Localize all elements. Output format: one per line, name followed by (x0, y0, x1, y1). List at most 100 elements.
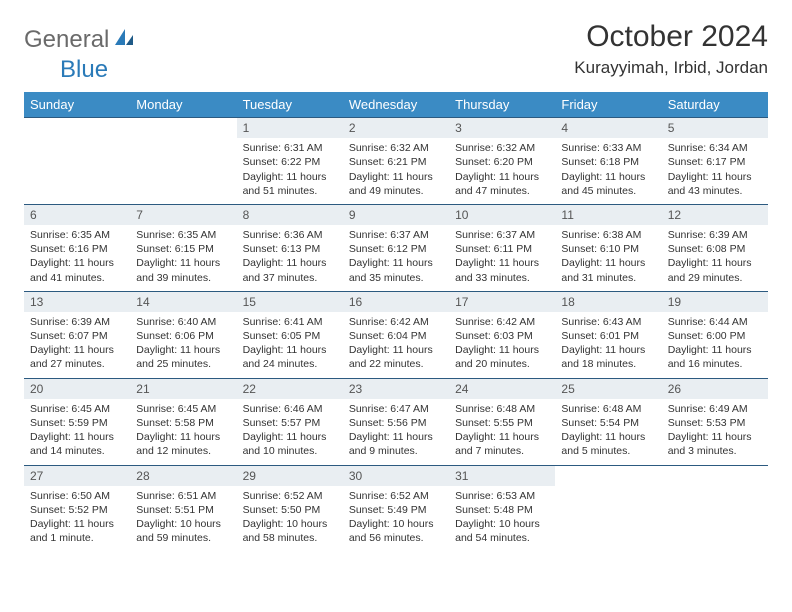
sunset-line: Sunset: 6:16 PM (30, 242, 124, 256)
sunset-line: Sunset: 6:18 PM (561, 155, 655, 169)
title-block: October 2024 Kurayyimah, Irbid, Jordan (574, 20, 768, 78)
sunset-line: Sunset: 5:57 PM (243, 416, 337, 430)
sunrise-line: Sunrise: 6:48 AM (561, 402, 655, 416)
sunset-line: Sunset: 5:58 PM (136, 416, 230, 430)
daylight-line: Daylight: 11 hours and 37 minutes. (243, 256, 337, 284)
day-number: 28 (130, 466, 236, 486)
sunrise-line: Sunrise: 6:32 AM (455, 141, 549, 155)
calendar-day: 6Sunrise: 6:35 AMSunset: 6:16 PMDaylight… (24, 204, 130, 291)
day-number: 5 (662, 118, 768, 138)
sunrise-line: Sunrise: 6:53 AM (455, 489, 549, 503)
sunrise-line: Sunrise: 6:38 AM (561, 228, 655, 242)
day-content: Sunrise: 6:39 AMSunset: 6:08 PMDaylight:… (662, 225, 768, 291)
daylight-line: Daylight: 11 hours and 31 minutes. (561, 256, 655, 284)
calendar-row: 13Sunrise: 6:39 AMSunset: 6:07 PMDayligh… (24, 291, 768, 378)
day-number: 2 (343, 118, 449, 138)
calendar-day: 28Sunrise: 6:51 AMSunset: 5:51 PMDayligh… (130, 465, 236, 551)
calendar-day: 2Sunrise: 6:32 AMSunset: 6:21 PMDaylight… (343, 118, 449, 205)
sunset-line: Sunset: 6:00 PM (668, 329, 762, 343)
calendar-day: 22Sunrise: 6:46 AMSunset: 5:57 PMDayligh… (237, 378, 343, 465)
day-number: 26 (662, 379, 768, 399)
day-number: 8 (237, 205, 343, 225)
calendar-day: 15Sunrise: 6:41 AMSunset: 6:05 PMDayligh… (237, 291, 343, 378)
calendar-day: 11Sunrise: 6:38 AMSunset: 6:10 PMDayligh… (555, 204, 661, 291)
daylight-line: Daylight: 11 hours and 7 minutes. (455, 430, 549, 458)
calendar-day: 9Sunrise: 6:37 AMSunset: 6:12 PMDaylight… (343, 204, 449, 291)
day-number: 27 (24, 466, 130, 486)
sunset-line: Sunset: 6:07 PM (30, 329, 124, 343)
sunrise-line: Sunrise: 6:37 AM (455, 228, 549, 242)
daylight-line: Daylight: 11 hours and 45 minutes. (561, 170, 655, 198)
sunset-line: Sunset: 6:04 PM (349, 329, 443, 343)
sunrise-line: Sunrise: 6:39 AM (30, 315, 124, 329)
daylight-line: Daylight: 11 hours and 43 minutes. (668, 170, 762, 198)
logo-text-blue: Blue (60, 56, 108, 84)
weekday-header: Tuesday (237, 92, 343, 118)
weekday-header: Sunday (24, 92, 130, 118)
daylight-line: Daylight: 11 hours and 47 minutes. (455, 170, 549, 198)
sunrise-line: Sunrise: 6:49 AM (668, 402, 762, 416)
day-content: Sunrise: 6:44 AMSunset: 6:00 PMDaylight:… (662, 312, 768, 378)
day-number: 19 (662, 292, 768, 312)
sunset-line: Sunset: 6:05 PM (243, 329, 337, 343)
calendar-day: 23Sunrise: 6:47 AMSunset: 5:56 PMDayligh… (343, 378, 449, 465)
day-number: 25 (555, 379, 661, 399)
day-content: Sunrise: 6:37 AMSunset: 6:11 PMDaylight:… (449, 225, 555, 291)
day-content: Sunrise: 6:32 AMSunset: 6:20 PMDaylight:… (449, 138, 555, 204)
day-content: Sunrise: 6:35 AMSunset: 6:15 PMDaylight:… (130, 225, 236, 291)
sunrise-line: Sunrise: 6:35 AM (30, 228, 124, 242)
sunset-line: Sunset: 6:01 PM (561, 329, 655, 343)
daylight-line: Daylight: 11 hours and 27 minutes. (30, 343, 124, 371)
sunrise-line: Sunrise: 6:46 AM (243, 402, 337, 416)
day-content: Sunrise: 6:46 AMSunset: 5:57 PMDaylight:… (237, 399, 343, 465)
sunset-line: Sunset: 5:52 PM (30, 503, 124, 517)
sunrise-line: Sunrise: 6:51 AM (136, 489, 230, 503)
calendar-row: 27Sunrise: 6:50 AMSunset: 5:52 PMDayligh… (24, 465, 768, 551)
calendar-empty (130, 118, 236, 205)
sunrise-line: Sunrise: 6:35 AM (136, 228, 230, 242)
sunrise-line: Sunrise: 6:39 AM (668, 228, 762, 242)
sunrise-line: Sunrise: 6:40 AM (136, 315, 230, 329)
day-number: 30 (343, 466, 449, 486)
day-number: 16 (343, 292, 449, 312)
calendar-day: 12Sunrise: 6:39 AMSunset: 6:08 PMDayligh… (662, 204, 768, 291)
daylight-line: Daylight: 11 hours and 51 minutes. (243, 170, 337, 198)
sunrise-line: Sunrise: 6:36 AM (243, 228, 337, 242)
day-content: Sunrise: 6:36 AMSunset: 6:13 PMDaylight:… (237, 225, 343, 291)
day-number: 13 (24, 292, 130, 312)
header: General October 2024 Kurayyimah, Irbid, … (24, 20, 768, 78)
day-content: Sunrise: 6:42 AMSunset: 6:03 PMDaylight:… (449, 312, 555, 378)
day-number: 7 (130, 205, 236, 225)
day-content: Sunrise: 6:48 AMSunset: 5:54 PMDaylight:… (555, 399, 661, 465)
day-content: Sunrise: 6:45 AMSunset: 5:58 PMDaylight:… (130, 399, 236, 465)
day-number: 29 (237, 466, 343, 486)
day-number: 20 (24, 379, 130, 399)
day-number: 12 (662, 205, 768, 225)
day-number: 31 (449, 466, 555, 486)
calendar-empty (24, 118, 130, 205)
calendar-day: 14Sunrise: 6:40 AMSunset: 6:06 PMDayligh… (130, 291, 236, 378)
sunrise-line: Sunrise: 6:42 AM (455, 315, 549, 329)
sunset-line: Sunset: 6:13 PM (243, 242, 337, 256)
sunset-line: Sunset: 5:54 PM (561, 416, 655, 430)
calendar-row: 20Sunrise: 6:45 AMSunset: 5:59 PMDayligh… (24, 378, 768, 465)
day-number: 4 (555, 118, 661, 138)
sunrise-line: Sunrise: 6:48 AM (455, 402, 549, 416)
day-content: Sunrise: 6:38 AMSunset: 6:10 PMDaylight:… (555, 225, 661, 291)
daylight-line: Daylight: 11 hours and 25 minutes. (136, 343, 230, 371)
weekday-header-row: Sunday Monday Tuesday Wednesday Thursday… (24, 92, 768, 118)
daylight-line: Daylight: 11 hours and 1 minute. (30, 517, 124, 545)
daylight-line: Daylight: 11 hours and 41 minutes. (30, 256, 124, 284)
calendar-day: 10Sunrise: 6:37 AMSunset: 6:11 PMDayligh… (449, 204, 555, 291)
day-content: Sunrise: 6:35 AMSunset: 6:16 PMDaylight:… (24, 225, 130, 291)
sunrise-line: Sunrise: 6:52 AM (243, 489, 337, 503)
sunset-line: Sunset: 5:51 PM (136, 503, 230, 517)
calendar-day: 26Sunrise: 6:49 AMSunset: 5:53 PMDayligh… (662, 378, 768, 465)
day-number: 9 (343, 205, 449, 225)
sunset-line: Sunset: 6:08 PM (668, 242, 762, 256)
day-content: Sunrise: 6:45 AMSunset: 5:59 PMDaylight:… (24, 399, 130, 465)
logo-text-general: General (24, 26, 109, 54)
sunrise-line: Sunrise: 6:45 AM (30, 402, 124, 416)
day-number: 10 (449, 205, 555, 225)
day-content: Sunrise: 6:37 AMSunset: 6:12 PMDaylight:… (343, 225, 449, 291)
